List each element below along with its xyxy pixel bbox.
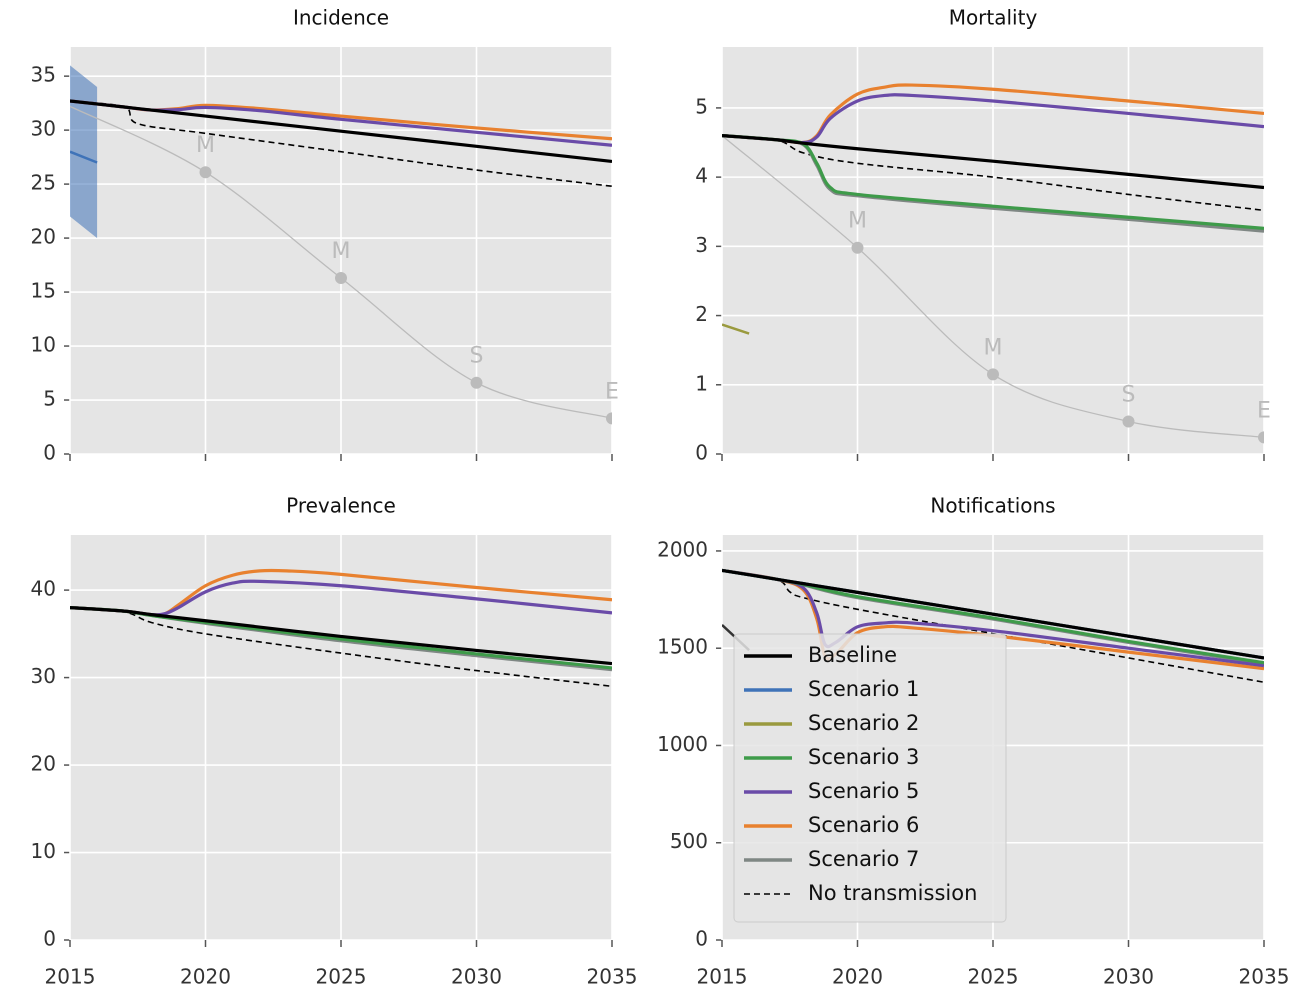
y-tick-label: 4 — [695, 164, 708, 188]
series-line — [70, 606, 612, 688]
y-tick-label: 5 — [695, 94, 708, 118]
legend-label: Scenario 6 — [808, 813, 919, 837]
legend-label: Scenario 1 — [808, 677, 919, 701]
panel-title: Incidence — [293, 6, 389, 30]
y-tick-label: 25 — [31, 171, 56, 195]
panel: Incidence 0 5 10 15 20 25 30 35 M M S E — [31, 6, 619, 465]
target-label: M — [984, 335, 1003, 360]
y-tick-label: 0 — [43, 441, 56, 465]
legend-label: Baseline — [808, 643, 897, 667]
legend-label: Scenario 5 — [808, 779, 919, 803]
target-marker — [470, 376, 483, 389]
y-tick-label: 1500 — [657, 635, 708, 659]
target-label: E — [1257, 398, 1271, 423]
target-label: M — [332, 239, 351, 264]
series-line — [722, 569, 1264, 684]
series-line — [70, 100, 612, 188]
x-tick-label: 2035 — [1239, 965, 1290, 989]
target-marker — [851, 241, 864, 254]
y-tick-label: 5 — [43, 387, 56, 411]
target-marker — [1122, 415, 1135, 428]
x-tick-label: 2015 — [697, 965, 748, 989]
target-marker — [199, 166, 212, 179]
y-tick-label: 35 — [31, 63, 56, 87]
x-tick-label: 2015 — [45, 965, 96, 989]
observed-line — [70, 150, 98, 164]
panel: Mortality 0 1 2 3 4 5 M M S E — [695, 6, 1271, 465]
legend-label: Scenario 3 — [808, 745, 919, 769]
x-tick-label: 2025 — [968, 965, 1019, 989]
y-tick-label: 0 — [43, 927, 56, 951]
series-line — [722, 134, 1264, 212]
plot-marks — [70, 568, 612, 688]
y-tick-label: 40 — [31, 577, 56, 601]
target-marker — [606, 412, 612, 425]
target-marker — [1258, 431, 1264, 444]
y-tick-label: 10 — [31, 839, 56, 863]
legend: Baseline Scenario 1 Scenario 2 Scenario 3 Sc… — [733, 633, 1007, 923]
panel-title: Notifications — [930, 494, 1055, 518]
legend-label: Scenario 2 — [808, 711, 919, 735]
series-line — [722, 134, 1264, 190]
x-tick-label: 2020 — [180, 965, 231, 989]
x-tick-label: 2030 — [451, 965, 502, 989]
target-marker — [987, 368, 999, 381]
y-tick-label: 15 — [31, 279, 56, 303]
target-label: S — [1122, 382, 1136, 407]
target-label: S — [470, 344, 484, 369]
y-tick-label: 1 — [695, 371, 708, 395]
panel-title: Prevalence — [286, 494, 396, 518]
y-tick-label: 10 — [31, 333, 56, 357]
y-tick-label: 0 — [695, 927, 708, 951]
target-label: M — [196, 133, 215, 158]
panel: Notifications 0 500 1000 1500 2000 2015 2020 202… — [657, 494, 1289, 989]
y-tick-label: 30 — [31, 664, 56, 688]
observed-line — [722, 323, 750, 335]
plot-marks — [722, 83, 1264, 444]
plot-marks — [70, 65, 612, 425]
target-marker — [335, 272, 347, 285]
y-tick-label: 0 — [695, 441, 708, 465]
y-tick-label: 2000 — [657, 537, 708, 561]
series-line — [722, 568, 1264, 660]
y-tick-label: 500 — [670, 829, 708, 853]
x-tick-label: 2030 — [1103, 965, 1154, 989]
y-tick-label: 3 — [695, 233, 708, 257]
target-label: E — [605, 379, 619, 404]
series-line — [70, 99, 612, 164]
y-tick-label: 20 — [31, 225, 56, 249]
x-tick-label: 2035 — [587, 965, 638, 989]
y-tick-label: 2 — [695, 302, 708, 326]
y-tick-label: 30 — [31, 117, 56, 141]
y-tick-label: 1000 — [657, 732, 708, 756]
legend-box — [733, 633, 1007, 923]
legend-label: No transmission — [808, 881, 977, 905]
x-tick-label: 2025 — [316, 965, 367, 989]
x-tick-label: 2020 — [832, 965, 883, 989]
target-label: M — [848, 209, 867, 234]
plot-marks — [722, 568, 1264, 684]
legend-label: Scenario 7 — [808, 847, 919, 871]
series-line — [70, 606, 612, 666]
y-tick-label: 20 — [31, 752, 56, 776]
panel-title: Mortality — [949, 6, 1038, 30]
series-line — [722, 568, 1264, 668]
observed-band — [70, 65, 98, 239]
